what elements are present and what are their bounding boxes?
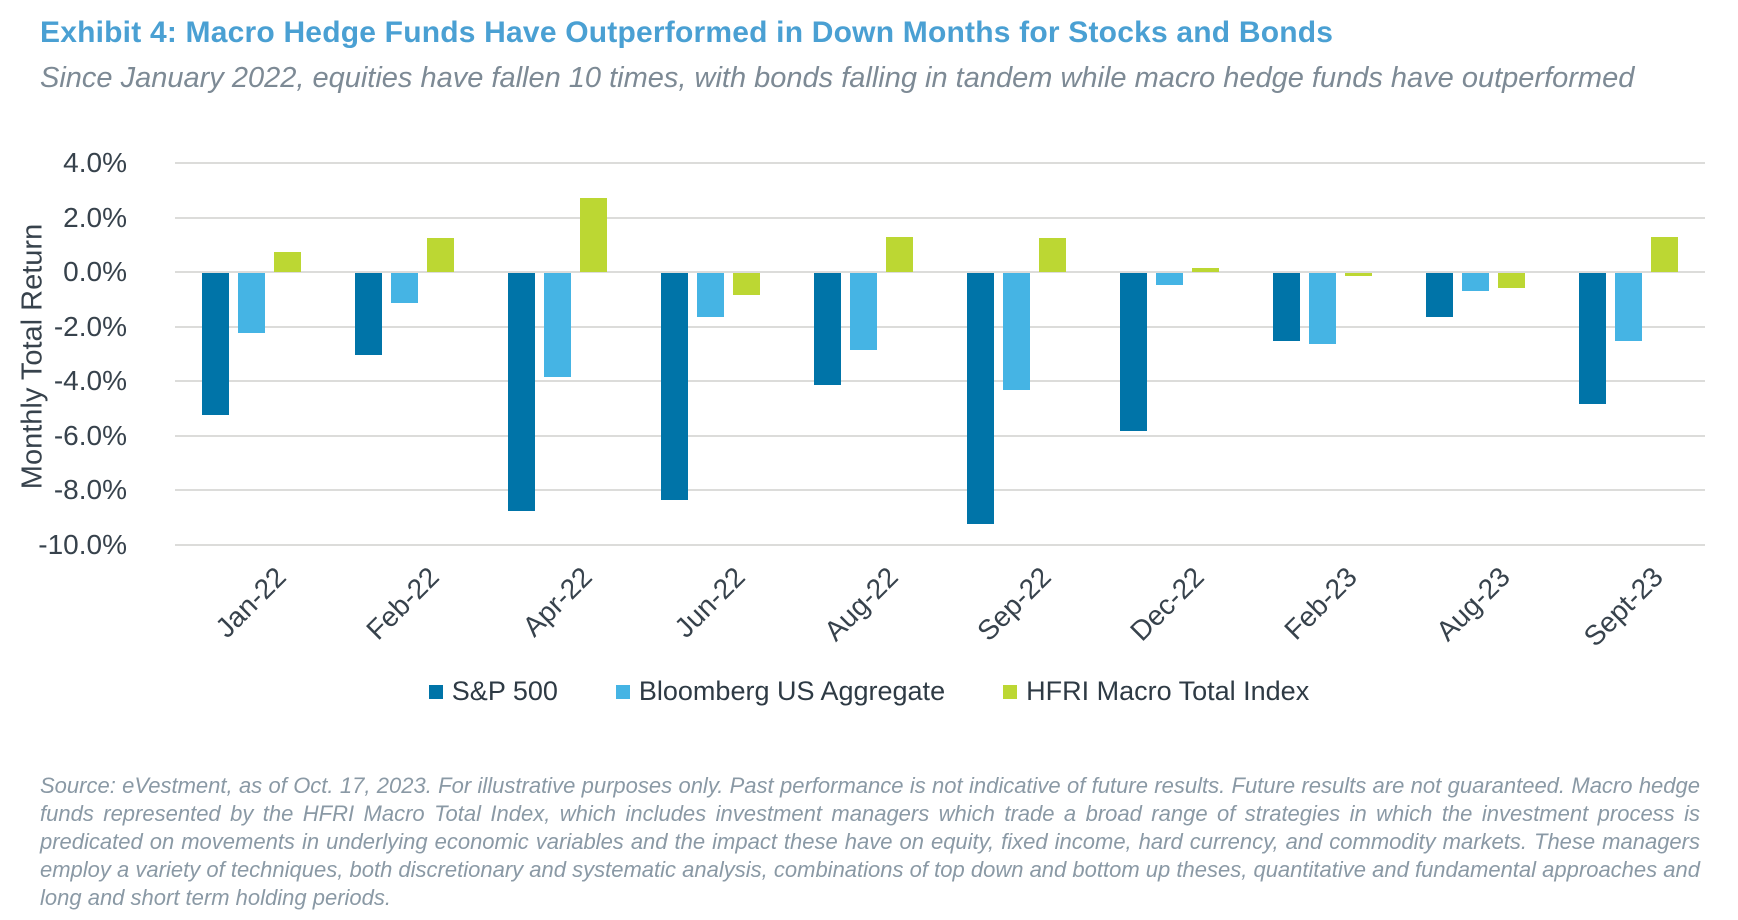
x-axis-label: Sept-23 xyxy=(1577,561,1669,653)
bar-s-p-500-jan-22 xyxy=(202,273,229,416)
bar-hfri-macro-total-index-sep-22 xyxy=(1039,238,1066,273)
bar-s-p-500-apr-22 xyxy=(508,273,535,511)
bar-bloomberg-us-aggregate-feb-23 xyxy=(1309,273,1336,345)
gridline xyxy=(175,271,1705,274)
y-tick-label: -6.0% xyxy=(53,419,127,451)
legend-label: HFRI Macro Total Index xyxy=(1026,676,1310,706)
bar-bloomberg-us-aggregate-sep-22 xyxy=(1003,273,1030,391)
x-axis-label: Feb-23 xyxy=(1278,561,1363,646)
legend-item: Bloomberg US Aggregate xyxy=(615,676,946,707)
legend-label: Bloomberg US Aggregate xyxy=(638,676,946,706)
source-note: Source: eVestment, as of Oct. 17, 2023. … xyxy=(40,773,1700,910)
bar-hfri-macro-total-index-aug-23 xyxy=(1498,273,1525,289)
bar-bloomberg-us-aggregate-feb-22 xyxy=(391,273,418,304)
x-axis-label: Feb-22 xyxy=(360,561,445,646)
bar-bloomberg-us-aggregate-sept-23 xyxy=(1615,273,1642,342)
bar-hfri-macro-total-index-aug-22 xyxy=(886,236,913,273)
gridline xyxy=(175,544,1705,546)
bar-s-p-500-aug-22 xyxy=(814,273,841,385)
bar-s-p-500-jun-22 xyxy=(661,273,688,500)
legend-swatch-icon xyxy=(1003,684,1018,699)
bar-hfri-macro-total-index-jun-22 xyxy=(733,273,760,295)
y-tick-label: 4.0% xyxy=(63,147,127,178)
legend-label: S&P 500 xyxy=(451,676,558,706)
gridline xyxy=(175,216,1705,219)
gridline xyxy=(175,489,1705,492)
bar-s-p-500-dec-22 xyxy=(1120,273,1147,432)
gridline xyxy=(175,380,1705,383)
gridline xyxy=(175,162,1705,164)
bar-bloomberg-us-aggregate-apr-22 xyxy=(544,273,571,377)
x-axis-label: Dec-22 xyxy=(1124,561,1210,647)
y-tick-label: 2.0% xyxy=(63,201,127,233)
bar-hfri-macro-total-index-apr-22 xyxy=(580,198,607,273)
bar-s-p-500-sept-23 xyxy=(1579,273,1606,405)
x-axis-label: Sep-22 xyxy=(971,561,1057,647)
bar-hfri-macro-total-index-jan-22 xyxy=(274,251,301,273)
legend-item: HFRI Macro Total Index xyxy=(1003,676,1309,707)
x-axis-label: Jan-22 xyxy=(209,561,292,644)
bar-bloomberg-us-aggregate-jun-22 xyxy=(697,273,724,317)
y-tick-label: -2.0% xyxy=(53,310,127,342)
gridline xyxy=(175,434,1705,437)
bar-hfri-macro-total-index-feb-22 xyxy=(427,238,454,273)
bar-s-p-500-feb-22 xyxy=(355,273,382,355)
bar-s-p-500-sep-22 xyxy=(967,273,994,525)
bar-hfri-macro-total-index-dec-22 xyxy=(1192,268,1219,273)
bar-bloomberg-us-aggregate-aug-23 xyxy=(1462,273,1489,291)
x-axis-label: Apr-22 xyxy=(516,561,598,643)
chart-subtitle: Since January 2022, equities have fallen… xyxy=(40,62,1635,94)
plot-area: 4.0% 2.0% 0.0% -2.0% -4.0% -6.0% -8.0% -10.0% Ja… xyxy=(38,147,1705,652)
bar-bloomberg-us-aggregate-dec-22 xyxy=(1156,273,1183,286)
x-axis-label: Jun-22 xyxy=(668,561,751,644)
y-tick-label: -10.0% xyxy=(38,529,127,560)
chart-title: Exhibit 4: Macro Hedge Funds Have Outper… xyxy=(40,16,1334,49)
legend: S&P 500 Bloomberg US Aggregate HFRI Macro … xyxy=(0,676,1738,707)
x-axis-label: Aug-22 xyxy=(818,561,904,647)
y-axis-title: Monthly Total Return xyxy=(16,223,49,490)
legend-swatch-icon xyxy=(428,684,443,699)
x-axis-label: Aug-23 xyxy=(1430,561,1516,647)
y-tick-label: -8.0% xyxy=(53,474,127,506)
y-tick-label: 0.0% xyxy=(63,256,127,288)
gridline xyxy=(175,325,1705,328)
y-tick-label: -4.0% xyxy=(53,365,127,397)
legend-item: S&P 500 xyxy=(428,676,558,707)
bar-hfri-macro-total-index-sept-23 xyxy=(1651,236,1678,273)
bar-bloomberg-us-aggregate-aug-22 xyxy=(850,273,877,350)
bar-hfri-macro-total-index-feb-23 xyxy=(1345,273,1372,276)
bar-bloomberg-us-aggregate-jan-22 xyxy=(238,273,265,334)
legend-swatch-icon xyxy=(615,684,630,699)
bar-s-p-500-aug-23 xyxy=(1426,273,1453,317)
bar-s-p-500-feb-23 xyxy=(1273,273,1300,342)
